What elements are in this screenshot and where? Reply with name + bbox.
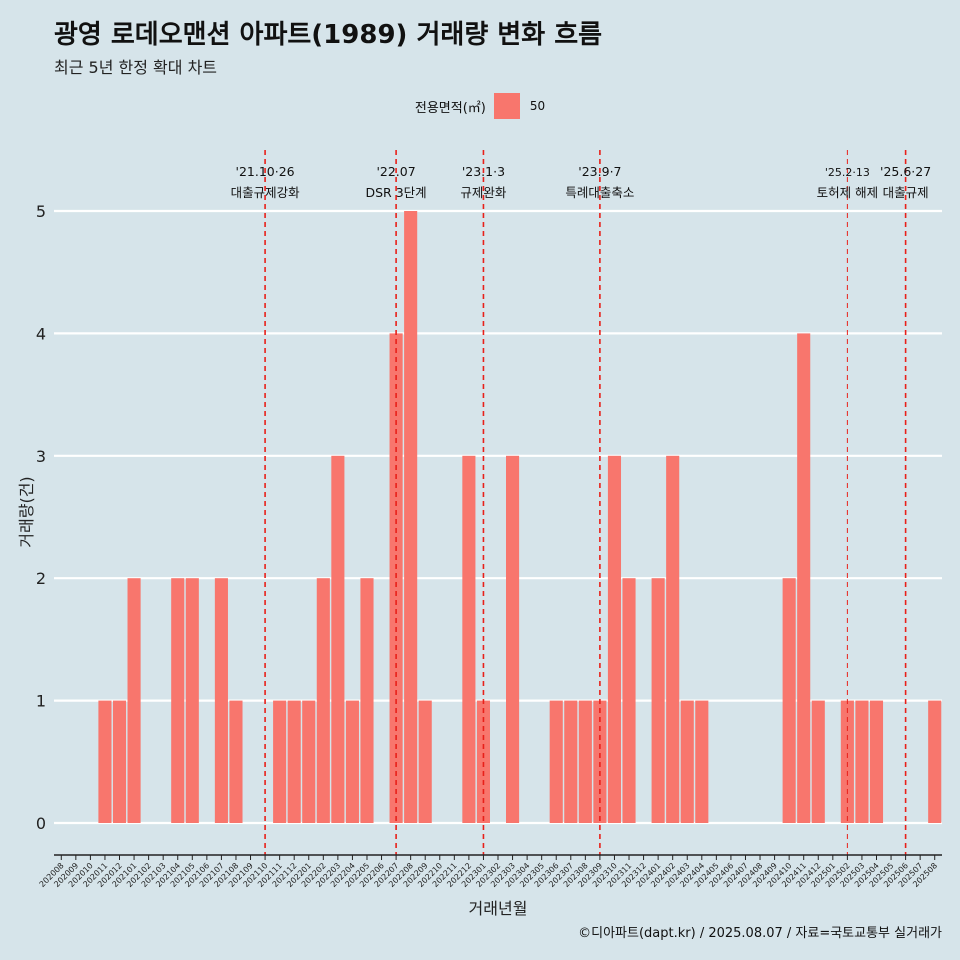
bar: [127, 578, 141, 823]
bar: [928, 700, 942, 823]
bar: [476, 700, 490, 823]
chart-subtitle: 최근 5년 한정 확대 차트: [54, 58, 218, 77]
event-label: 토허제 해제: [817, 185, 878, 200]
event-label: 대출규제강화: [231, 185, 301, 200]
bar: [214, 578, 228, 823]
legend-swatch: [493, 93, 520, 119]
y-tick-label: 4: [36, 324, 46, 343]
chart-title: 광영 로데오맨션 아파트(1989) 거래량 변화 흐름: [54, 20, 603, 50]
y-tick-label: 5: [36, 202, 46, 221]
legend-title: 전용면적(㎡): [414, 100, 486, 116]
bar: [462, 455, 476, 823]
bar: [171, 578, 185, 823]
bar: [811, 700, 825, 823]
bars: [98, 211, 942, 823]
legend: 전용면적(㎡) 50: [0, 93, 960, 119]
bar: [112, 700, 127, 823]
bar: [622, 578, 636, 823]
bar: [855, 700, 869, 823]
event-lines: '21.10·26 대출규제강화 '22.07 DSR 3단계 '23.1·3 규제완화 '…: [231, 150, 931, 855]
bar: [389, 333, 403, 823]
event-date: '23.1·3: [462, 164, 505, 179]
bar: [564, 700, 578, 823]
bar: [782, 578, 796, 823]
bar: [593, 700, 607, 823]
event-date: '23.9·7: [578, 164, 621, 179]
event-date: '25.6·27: [880, 164, 931, 179]
bar: [360, 578, 374, 823]
bar: [680, 700, 694, 823]
bar: [287, 700, 301, 823]
event-date: '21.10·26: [236, 164, 295, 179]
y-axis-label: 거래량(건): [17, 476, 36, 547]
bar: [695, 700, 709, 823]
bar: [331, 455, 345, 823]
event-label: DSR 3단계: [366, 185, 427, 200]
bar: [418, 700, 432, 823]
bar: [345, 700, 359, 823]
bar: [840, 700, 854, 823]
event-label: 대출규제: [883, 185, 929, 200]
x-axis-label: 거래년월: [469, 899, 528, 918]
bar: [273, 700, 287, 823]
bar: [302, 700, 316, 823]
y-tick-label: 1: [36, 692, 46, 711]
bar: [666, 455, 680, 823]
y-tick-label: 3: [36, 447, 46, 466]
bar: [549, 700, 563, 823]
event-date: '22.07: [376, 164, 415, 179]
y-tick-label: 2: [36, 569, 46, 588]
source-caption: ©디아파트(dapt.kr) / 2025.08.07 / 자료=국토교통부 실…: [578, 926, 942, 941]
event-label: 규제완화: [460, 185, 507, 200]
bar: [651, 578, 665, 823]
y-tick-label: 0: [36, 814, 46, 833]
legend-entry: 50: [529, 99, 546, 113]
bar: [869, 700, 884, 823]
bar: [185, 578, 199, 823]
bar: [506, 455, 520, 823]
bar: [607, 455, 622, 823]
event-label: 특례대출축소: [565, 185, 634, 200]
bar: [98, 700, 112, 823]
bar: [316, 578, 330, 823]
bar: [404, 211, 418, 823]
bar: [229, 700, 243, 823]
bar: [797, 333, 811, 823]
event-date: '25.2·13: [825, 166, 870, 179]
bar: [578, 700, 592, 823]
